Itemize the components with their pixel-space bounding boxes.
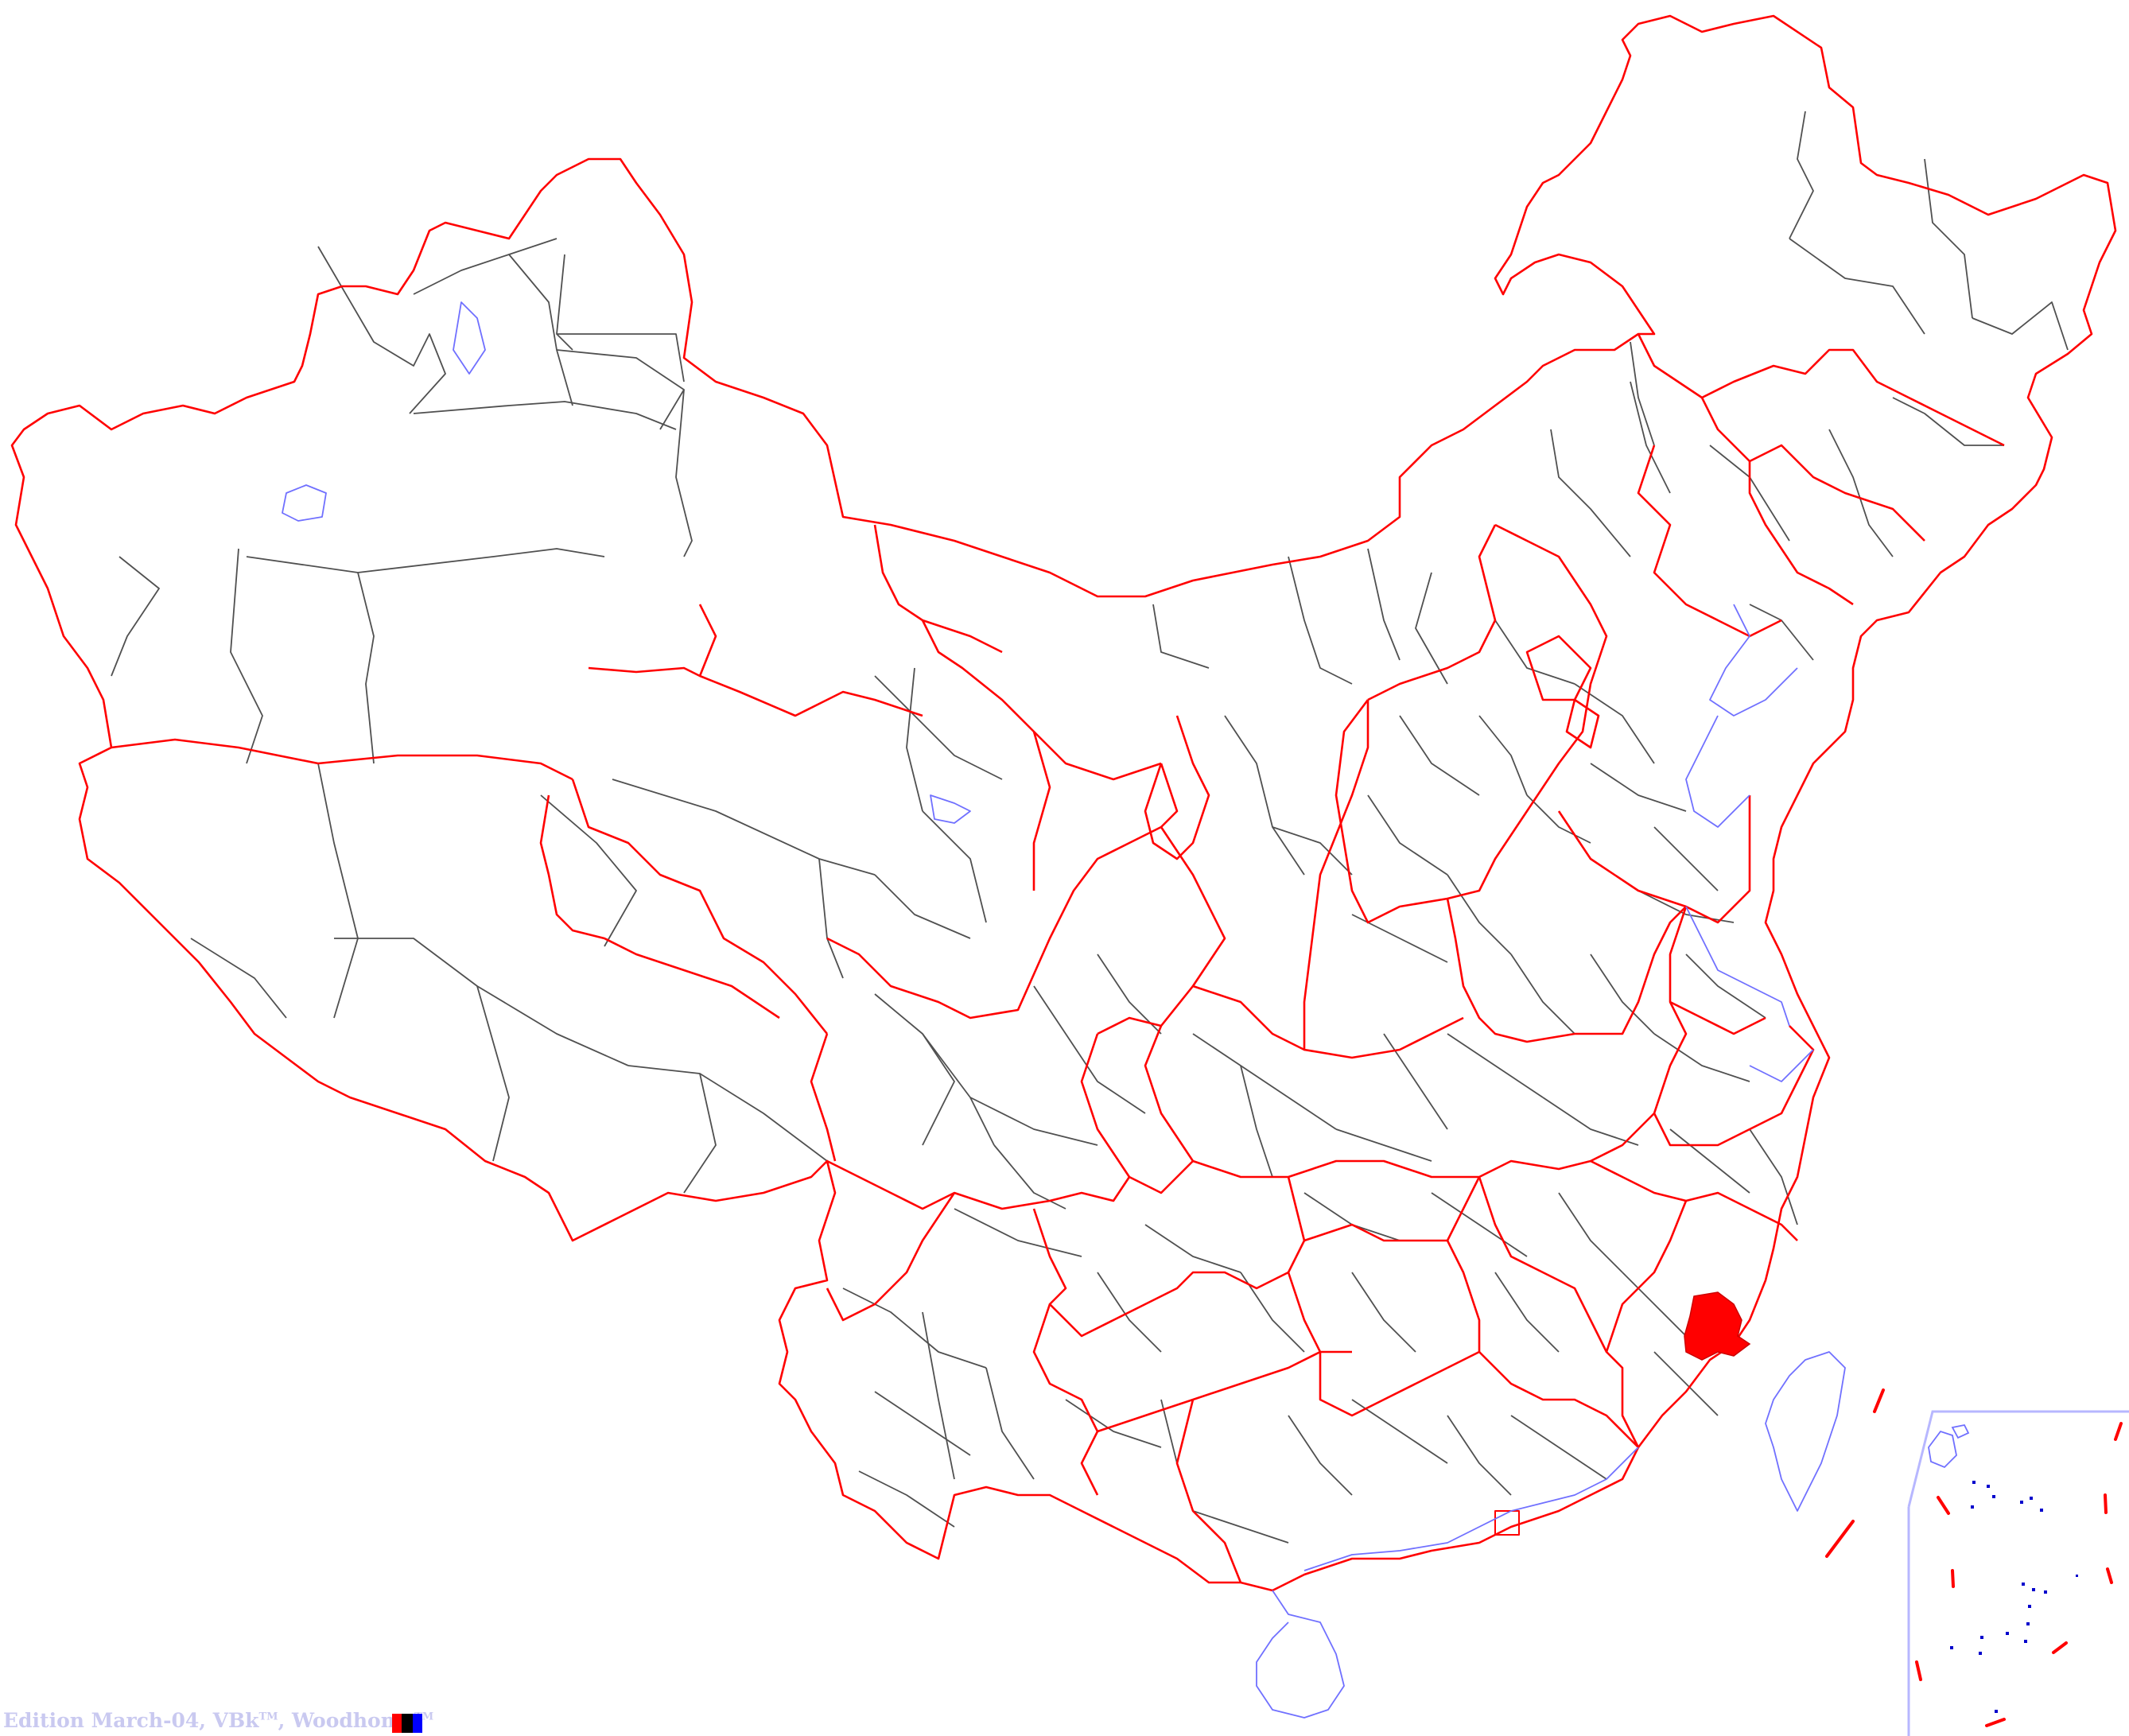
credit-tm-1: TM — [258, 1711, 278, 1723]
province-boundaries — [10, 14, 2117, 1592]
island-dots — [1950, 1481, 2078, 1713]
credit-author: , Woodhome — [278, 1709, 415, 1732]
map-credit: Edition March-04, VBkTM, WoodhomeTM — [3, 1709, 433, 1732]
coastline — [282, 301, 1846, 1719]
south-china-sea-inset — [1825, 1388, 2129, 1736]
prefecture-boundaries — [111, 111, 2069, 1544]
woodhome-logo-icon — [392, 1714, 422, 1733]
credit-edition: Edition March-04, VBk — [3, 1709, 259, 1732]
nine-dash-line — [1825, 1388, 2123, 1727]
highlighted-region-fuzhou — [1684, 1291, 1751, 1361]
